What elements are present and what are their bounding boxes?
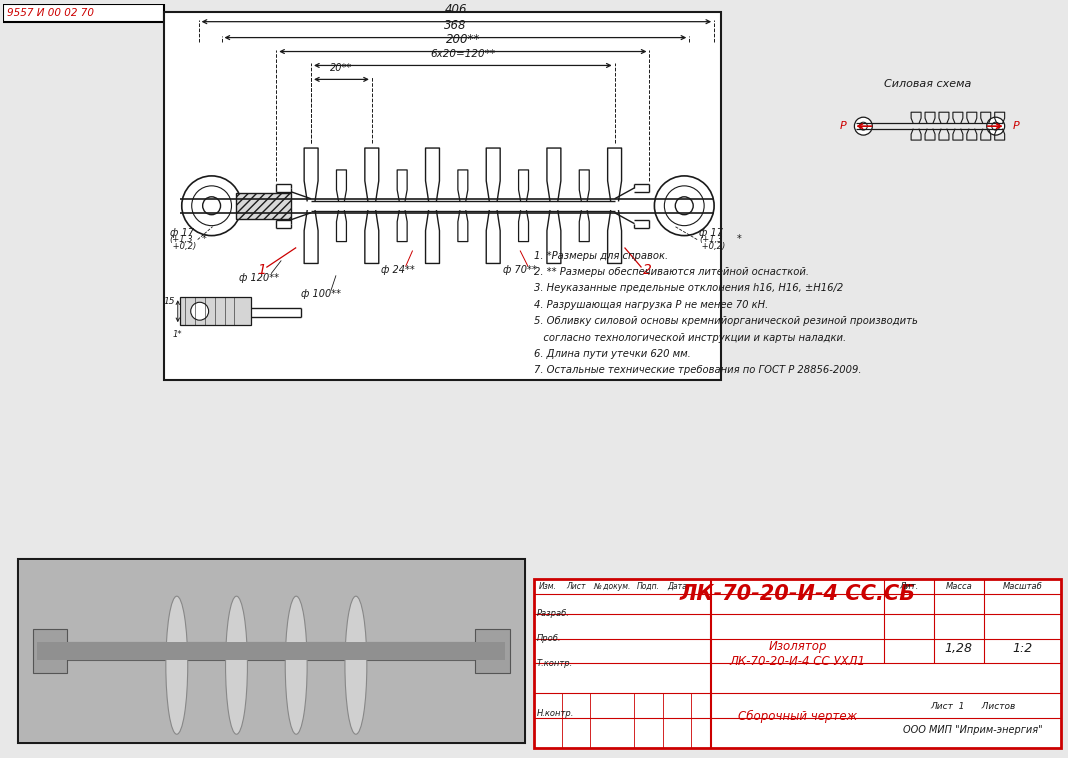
Text: 406: 406 [445, 3, 468, 16]
Text: ф 100**: ф 100** [301, 290, 341, 299]
Text: ООО МИП "Иприм-энергия": ООО МИП "Иприм-энергия" [904, 725, 1042, 735]
Text: P: P [839, 121, 847, 131]
Bar [163, 11, 721, 380]
Ellipse shape [166, 597, 188, 735]
Bar [17, 559, 525, 743]
Text: 1:2: 1:2 [1012, 642, 1033, 655]
Text: Н.контр.: Н.контр. [537, 709, 575, 718]
Circle shape [992, 122, 1000, 130]
Circle shape [987, 117, 1005, 135]
Circle shape [191, 302, 208, 320]
Bar [179, 297, 251, 325]
Text: согласно технологической инструкции и карты наладки.: согласно технологической инструкции и ка… [534, 333, 846, 343]
Circle shape [860, 122, 867, 130]
Text: Лист: Лист [566, 582, 585, 591]
Text: 6x20=120**: 6x20=120** [430, 49, 496, 59]
Circle shape [42, 643, 58, 659]
Text: Т.контр.: Т.контр. [537, 659, 574, 668]
Text: (+1,3: (+1,3 [700, 235, 723, 244]
Text: Дата: Дата [668, 582, 687, 591]
Text: (+1,3: (+1,3 [170, 235, 193, 244]
Text: *: * [737, 233, 742, 243]
Text: 1*: 1* [173, 330, 183, 339]
Text: Сборочный чертеж: Сборочный чертеж [738, 709, 858, 723]
Circle shape [182, 176, 241, 236]
Bar [534, 579, 1062, 748]
Text: 1: 1 [257, 264, 266, 277]
Text: Силовая схема: Силовая схема [884, 80, 972, 89]
Bar [37, 642, 505, 660]
Text: ф 70**: ф 70** [503, 265, 537, 275]
Text: Лит.: Лит. [899, 582, 918, 591]
Text: ф 17: ф 17 [170, 227, 193, 237]
Text: 2. ** Размеры обеспечиваются литейной оснасткой.: 2. ** Размеры обеспечиваются литейной ос… [534, 267, 808, 277]
Text: ЛК-70-20-И-4 СС.СБ: ЛК-70-20-И-4 СС.СБ [679, 584, 915, 604]
Text: *: * [202, 233, 206, 243]
Text: P: P [1012, 121, 1019, 131]
Bar [37, 642, 505, 660]
Circle shape [655, 176, 714, 236]
Text: Подп.: Подп. [637, 582, 660, 591]
Text: 15: 15 [163, 297, 175, 305]
Text: Масса: Масса [945, 582, 972, 591]
Text: 200**: 200** [445, 33, 480, 45]
Text: Проб.: Проб. [537, 634, 562, 643]
Text: 4. Разрушающая нагрузка Р не менее 70 кН.: 4. Разрушающая нагрузка Р не менее 70 кН… [534, 299, 768, 310]
Text: Лист  1      Листов: Лист 1 Листов [930, 702, 1016, 711]
Text: 1. *Размеры для справок.: 1. *Размеры для справок. [534, 251, 669, 261]
Text: 20**: 20** [330, 64, 352, 74]
Text: Изолятор
ЛК-70-20-И-4 СС УХЛ1: Изолятор ЛК-70-20-И-4 СС УХЛ1 [729, 640, 866, 668]
Text: Изм.: Изм. [539, 582, 556, 591]
Bar [475, 629, 511, 673]
Ellipse shape [225, 597, 248, 735]
Bar [236, 193, 292, 219]
Circle shape [675, 197, 693, 215]
Circle shape [854, 117, 873, 135]
Bar [18, 560, 524, 742]
Text: 5. Обливку силовой основы кремнийорганической резиной производить: 5. Обливку силовой основы кремнийорганич… [534, 316, 917, 326]
Text: 3. Неуказанные предельные отклонения h16, H16, ±H16/2: 3. Неуказанные предельные отклонения h16… [534, 283, 844, 293]
Text: 1,28: 1,28 [945, 642, 973, 655]
Bar [32, 629, 67, 673]
Text: 2: 2 [643, 264, 651, 277]
Circle shape [203, 197, 221, 215]
Text: ф 17: ф 17 [700, 227, 723, 237]
Text: +0,2): +0,2) [170, 242, 197, 251]
Ellipse shape [285, 597, 308, 735]
Text: 7. Остальные технические требования по ГОСТ Р 28856-2009.: 7. Остальные технические требования по Г… [534, 365, 862, 375]
Ellipse shape [345, 597, 366, 735]
Text: Масштаб: Масштаб [1003, 582, 1042, 591]
Text: 6. Длина пути утечки 620 мм.: 6. Длина пути утечки 620 мм. [534, 349, 691, 359]
Text: 9557 И 00 02 70: 9557 И 00 02 70 [6, 8, 94, 17]
Text: 368: 368 [444, 19, 467, 32]
Text: № докум.: № докум. [593, 582, 630, 591]
Bar [2, 4, 163, 22]
Text: ф 24**: ф 24** [381, 265, 414, 275]
Text: Разраб.: Разраб. [537, 609, 570, 619]
Text: +0,2): +0,2) [700, 242, 725, 251]
Text: ф 120**: ф 120** [239, 274, 280, 283]
